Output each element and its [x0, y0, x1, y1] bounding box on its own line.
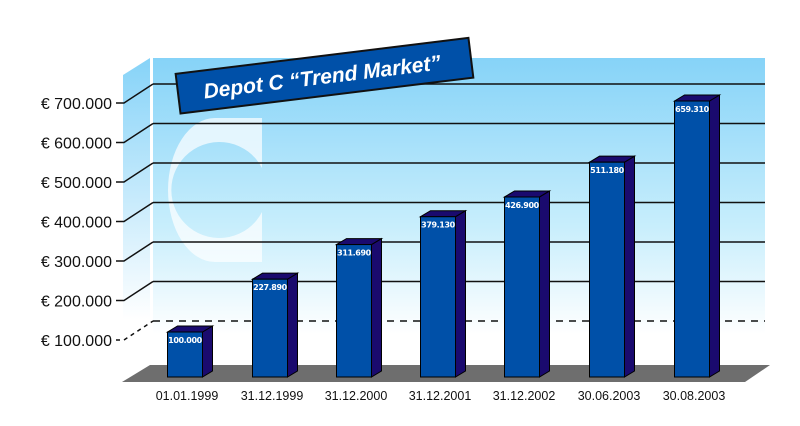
side-wall	[123, 58, 150, 366]
data-label: 100.000	[168, 336, 202, 345]
bar: 311.690	[334, 237, 384, 378]
x-tick-label: 31.12.2000	[325, 389, 388, 403]
bar-side	[287, 272, 298, 378]
bar: 100.000	[165, 325, 215, 378]
y-tick-mark	[116, 320, 154, 341]
bar-side	[371, 237, 382, 378]
x-tick-label: 30.06.2003	[578, 389, 641, 403]
bar-front	[167, 331, 203, 378]
bar-front	[674, 100, 710, 378]
y-tick-mark	[116, 241, 154, 262]
y-tick-label: € 500.000	[41, 175, 112, 192]
x-tick-label: 31.12.2001	[409, 389, 472, 403]
bar-front	[336, 244, 372, 378]
data-label: 426.900	[505, 201, 539, 210]
y-tick-label: € 700.000	[41, 96, 112, 113]
y-tick-mark	[116, 83, 154, 104]
bar: 227.890	[250, 272, 300, 378]
bar-front	[504, 196, 540, 378]
y-tick-label: € 100.000	[41, 333, 112, 350]
bar: 379.130	[418, 209, 468, 378]
bar-side	[709, 94, 720, 378]
bar-front	[252, 278, 288, 378]
data-label: 311.690	[337, 249, 371, 258]
bar-front	[420, 216, 456, 378]
y-tick-label: € 600.000	[41, 136, 112, 153]
bar-side	[624, 155, 635, 378]
bar-side	[455, 209, 466, 378]
data-label: 379.130	[421, 221, 455, 230]
data-label: 511.180	[590, 166, 624, 175]
y-tick-mark	[116, 122, 154, 144]
x-tick-label: 31.12.2002	[493, 389, 556, 403]
bar-front	[589, 161, 625, 378]
y-tick-mark	[116, 162, 154, 183]
data-label: 659.310	[675, 105, 709, 114]
data-label: 227.890	[253, 283, 287, 292]
x-tick-label: 01.01.1999	[156, 389, 219, 403]
y-tick-label: € 300.000	[41, 254, 112, 271]
bar: 426.900	[502, 190, 552, 378]
y-tick-mark	[116, 201, 154, 223]
bar: 511.180	[587, 155, 637, 378]
bar: 659.310	[672, 94, 722, 378]
y-tick-label: € 200.000	[41, 294, 112, 311]
x-tick-label: 31.12.1999	[241, 389, 304, 403]
y-tick-mark	[116, 280, 154, 302]
watermark-letter-c-graphic	[168, 118, 262, 262]
y-tick-label: € 400.000	[41, 215, 112, 232]
bar-side	[539, 190, 550, 378]
x-tick-label: 30.08.2003	[663, 389, 726, 403]
bar-side	[202, 325, 213, 378]
